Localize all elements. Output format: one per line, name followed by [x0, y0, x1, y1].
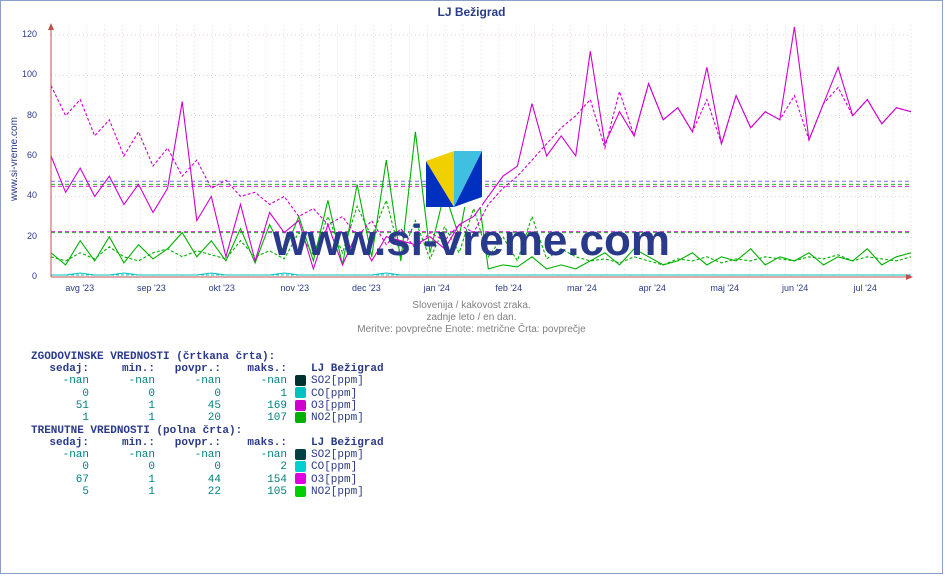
series-swatch	[295, 387, 309, 399]
subtitle-block: Slovenija / kakovost zraka. zadnje leto …	[1, 299, 942, 335]
series-label: O3[ppm]	[309, 400, 384, 412]
y-tick-label: 0	[13, 271, 37, 281]
y-tick-label: 120	[13, 29, 37, 39]
stat-value: 0	[97, 387, 163, 399]
table-title: TRENUTNE VREDNOSTI (polna črta):	[31, 425, 384, 437]
stat-value: 1	[229, 387, 295, 399]
table-row: 5122105 NO2[ppm]	[31, 486, 384, 498]
table-title: ZGODOVINSKE VREDNOSTI (črtkana črta):	[31, 351, 384, 363]
x-tick-label: okt '23	[209, 283, 235, 293]
x-axis-labels: avg '23 sep '23 okt '23 nov '23 dec '23 jan '…	[41, 283, 921, 297]
x-tick-label: mar '24	[567, 283, 597, 293]
x-tick-label: jul '24	[854, 283, 877, 293]
x-tick-label: jan '24	[424, 283, 450, 293]
series-swatch	[295, 400, 309, 412]
subtitle-2: zadnje leto / en dan.	[1, 312, 942, 323]
stat-value: 0	[163, 387, 229, 399]
station-name: LJ Bežigrad	[309, 363, 384, 375]
stat-value: 45	[163, 400, 229, 412]
series-swatch	[295, 412, 309, 424]
column-header: maks.:	[229, 437, 295, 449]
stat-value: 0	[163, 461, 229, 473]
subtitle-3: Meritve: povprečne Enote: metrične Črta:…	[1, 324, 942, 335]
column-header: sedaj:	[31, 437, 97, 449]
series-label: SO2[ppm]	[309, 375, 384, 387]
column-header: sedaj:	[31, 363, 97, 375]
stat-value: 1	[97, 400, 163, 412]
table-header-row: sedaj:min.:povpr.:maks.: LJ Bežigrad	[31, 363, 384, 375]
series-label: CO[ppm]	[309, 461, 384, 473]
stat-value: 105	[229, 486, 295, 498]
stat-value: 154	[229, 473, 295, 485]
stat-value: -nan	[97, 375, 163, 387]
column-header: povpr.:	[163, 437, 229, 449]
x-tick-label: dec '23	[352, 283, 381, 293]
table-row: 67144154 O3[ppm]	[31, 473, 384, 485]
table-header-row: sedaj:min.:povpr.:maks.: LJ Bežigrad	[31, 437, 384, 449]
series-swatch	[295, 486, 309, 498]
stat-value: -nan	[31, 449, 97, 461]
x-tick-label: apr '24	[639, 283, 666, 293]
table-row: -nan-nan-nan-nanSO2[ppm]	[31, 449, 384, 461]
stat-value: 0	[97, 461, 163, 473]
table-row: 51145169 O3[ppm]	[31, 400, 384, 412]
stat-value: -nan	[229, 449, 295, 461]
stat-value: -nan	[31, 375, 97, 387]
table-row: 0001CO[ppm]	[31, 387, 384, 399]
y-tick-label: 20	[13, 231, 37, 241]
series-swatch	[295, 375, 309, 387]
column-header: povpr.:	[163, 363, 229, 375]
chart-title: LJ Bežigrad	[1, 5, 942, 19]
table-row: -nan-nan-nan-nanSO2[ppm]	[31, 375, 384, 387]
stat-value: 51	[31, 400, 97, 412]
stat-value: 1	[31, 412, 97, 424]
stat-value: 1	[97, 473, 163, 485]
x-tick-label: sep '23	[137, 283, 166, 293]
y-tick-label: 40	[13, 190, 37, 200]
stat-value: 67	[31, 473, 97, 485]
stat-value: -nan	[229, 375, 295, 387]
x-tick-label: feb '24	[495, 283, 522, 293]
stat-value: -nan	[163, 449, 229, 461]
stat-value: 1	[97, 412, 163, 424]
stat-value: 169	[229, 400, 295, 412]
chart-plot-area	[41, 21, 921, 281]
column-header: min.:	[97, 437, 163, 449]
series-label: NO2[ppm]	[309, 412, 384, 424]
x-tick-label: maj '24	[710, 283, 739, 293]
series-swatch	[295, 473, 309, 485]
y-tick-label: 100	[13, 69, 37, 79]
stat-value: 2	[229, 461, 295, 473]
column-header: maks.:	[229, 363, 295, 375]
series-swatch	[295, 461, 309, 473]
x-tick-label: nov '23	[280, 283, 309, 293]
x-tick-label: avg '23	[65, 283, 94, 293]
stat-value: 0	[31, 461, 97, 473]
stat-value: 20	[163, 412, 229, 424]
series-label: O3[ppm]	[309, 473, 384, 485]
y-tick-label: 60	[13, 150, 37, 160]
table-row: 0002CO[ppm]	[31, 461, 384, 473]
y-tick-label: 80	[13, 110, 37, 120]
x-tick-label: jun '24	[782, 283, 808, 293]
series-label: CO[ppm]	[309, 387, 384, 399]
stat-value: 0	[31, 387, 97, 399]
chart-container: LJ Bežigrad www.si-vreme.com 02040608010…	[0, 0, 943, 574]
stat-value: -nan	[97, 449, 163, 461]
column-header: min.:	[97, 363, 163, 375]
stat-value: 1	[97, 486, 163, 498]
station-name: LJ Bežigrad	[309, 437, 384, 449]
stat-value: -nan	[163, 375, 229, 387]
stat-value: 22	[163, 486, 229, 498]
series-swatch	[295, 449, 309, 461]
subtitle-1: Slovenija / kakovost zraka.	[1, 300, 942, 311]
stat-value: 107	[229, 412, 295, 424]
stats-tables: ZGODOVINSKE VREDNOSTI (črtkana črta):sed…	[31, 351, 384, 498]
series-label: NO2[ppm]	[309, 486, 384, 498]
series-label: SO2[ppm]	[309, 449, 384, 461]
table-row: 1120107NO2[ppm]	[31, 412, 384, 424]
stat-value: 5	[31, 486, 97, 498]
stat-value: 44	[163, 473, 229, 485]
